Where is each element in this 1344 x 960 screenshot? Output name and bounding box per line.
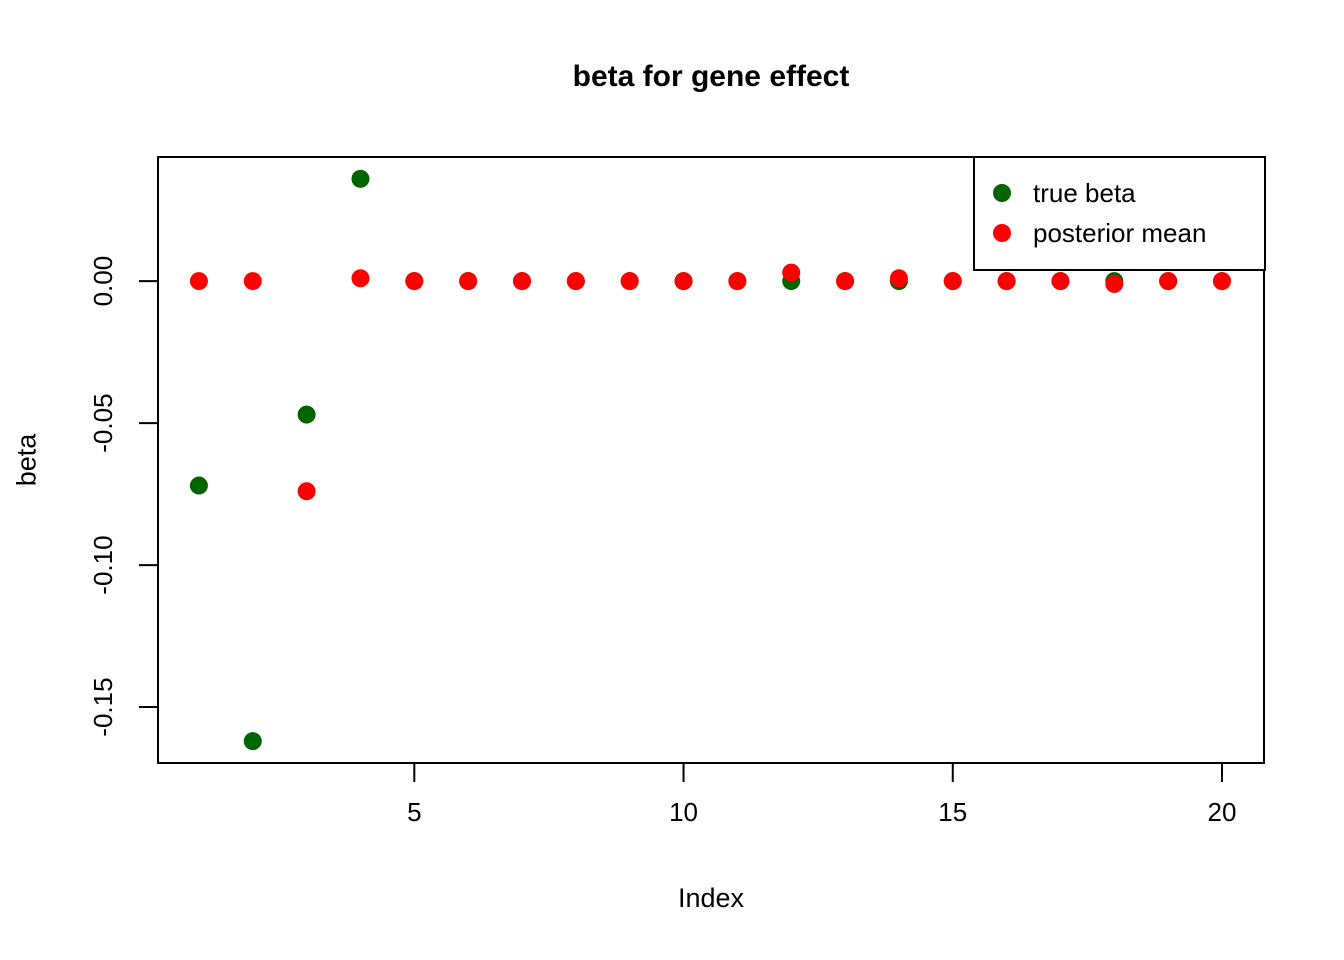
data-point-posterior-mean xyxy=(1213,272,1231,291)
legend-box xyxy=(973,156,1266,271)
data-point-posterior-mean xyxy=(243,272,262,291)
chart-title: beta for gene effect xyxy=(572,60,850,93)
data-point-posterior-mean xyxy=(297,482,316,501)
legend: true beta posterior mean xyxy=(973,156,1266,271)
data-point-true-beta xyxy=(189,476,208,495)
data-point-true-beta xyxy=(351,169,370,188)
legend-marker-true-beta-icon xyxy=(993,184,1011,202)
legend-marker-posterior-mean-icon xyxy=(993,224,1011,242)
x-axis-label: Index xyxy=(677,883,745,913)
x-tick-label: 20 xyxy=(1208,797,1237,827)
y-tick-label: -0.05 xyxy=(88,393,118,452)
x-axis-ticks: 5 10 15 20 xyxy=(407,763,1236,827)
data-point-posterior-mean xyxy=(728,272,747,291)
data-point-posterior-mean xyxy=(836,272,855,291)
data-points xyxy=(189,169,1231,751)
data-point-posterior-mean xyxy=(782,263,801,282)
y-tick-label: -0.10 xyxy=(88,535,118,594)
y-axis-ticks: 0.00 -0.05 -0.10 -0.15 xyxy=(88,256,158,737)
data-point-posterior-mean xyxy=(189,272,208,291)
data-point-posterior-mean xyxy=(513,272,531,291)
x-tick-label: 15 xyxy=(938,797,967,827)
x-tick-label: 5 xyxy=(407,797,421,827)
data-point-posterior-mean xyxy=(1051,272,1070,291)
data-point-posterior-mean xyxy=(566,272,585,291)
data-point-posterior-mean xyxy=(620,272,639,291)
data-point-true-beta xyxy=(297,405,316,424)
data-point-posterior-mean xyxy=(943,272,962,291)
x-tick-label: 10 xyxy=(669,797,698,827)
data-point-posterior-mean xyxy=(889,269,908,288)
data-point-posterior-mean xyxy=(997,272,1016,291)
data-point-true-beta xyxy=(243,732,262,751)
data-point-posterior-mean xyxy=(351,269,370,288)
plot-border xyxy=(157,156,1265,764)
data-point-posterior-mean xyxy=(1159,272,1178,291)
data-point-posterior-mean xyxy=(674,272,693,291)
y-tick-label: -0.15 xyxy=(88,677,118,736)
legend-label-true-beta: true beta xyxy=(1033,178,1136,208)
y-tick-label: 0.00 xyxy=(88,256,118,307)
data-point-posterior-mean xyxy=(405,272,424,291)
legend-label-posterior-mean: posterior mean xyxy=(1033,218,1206,248)
data-point-posterior-mean xyxy=(459,272,478,291)
data-point-posterior-mean xyxy=(1105,274,1124,293)
y-axis-label: beta xyxy=(11,433,42,487)
